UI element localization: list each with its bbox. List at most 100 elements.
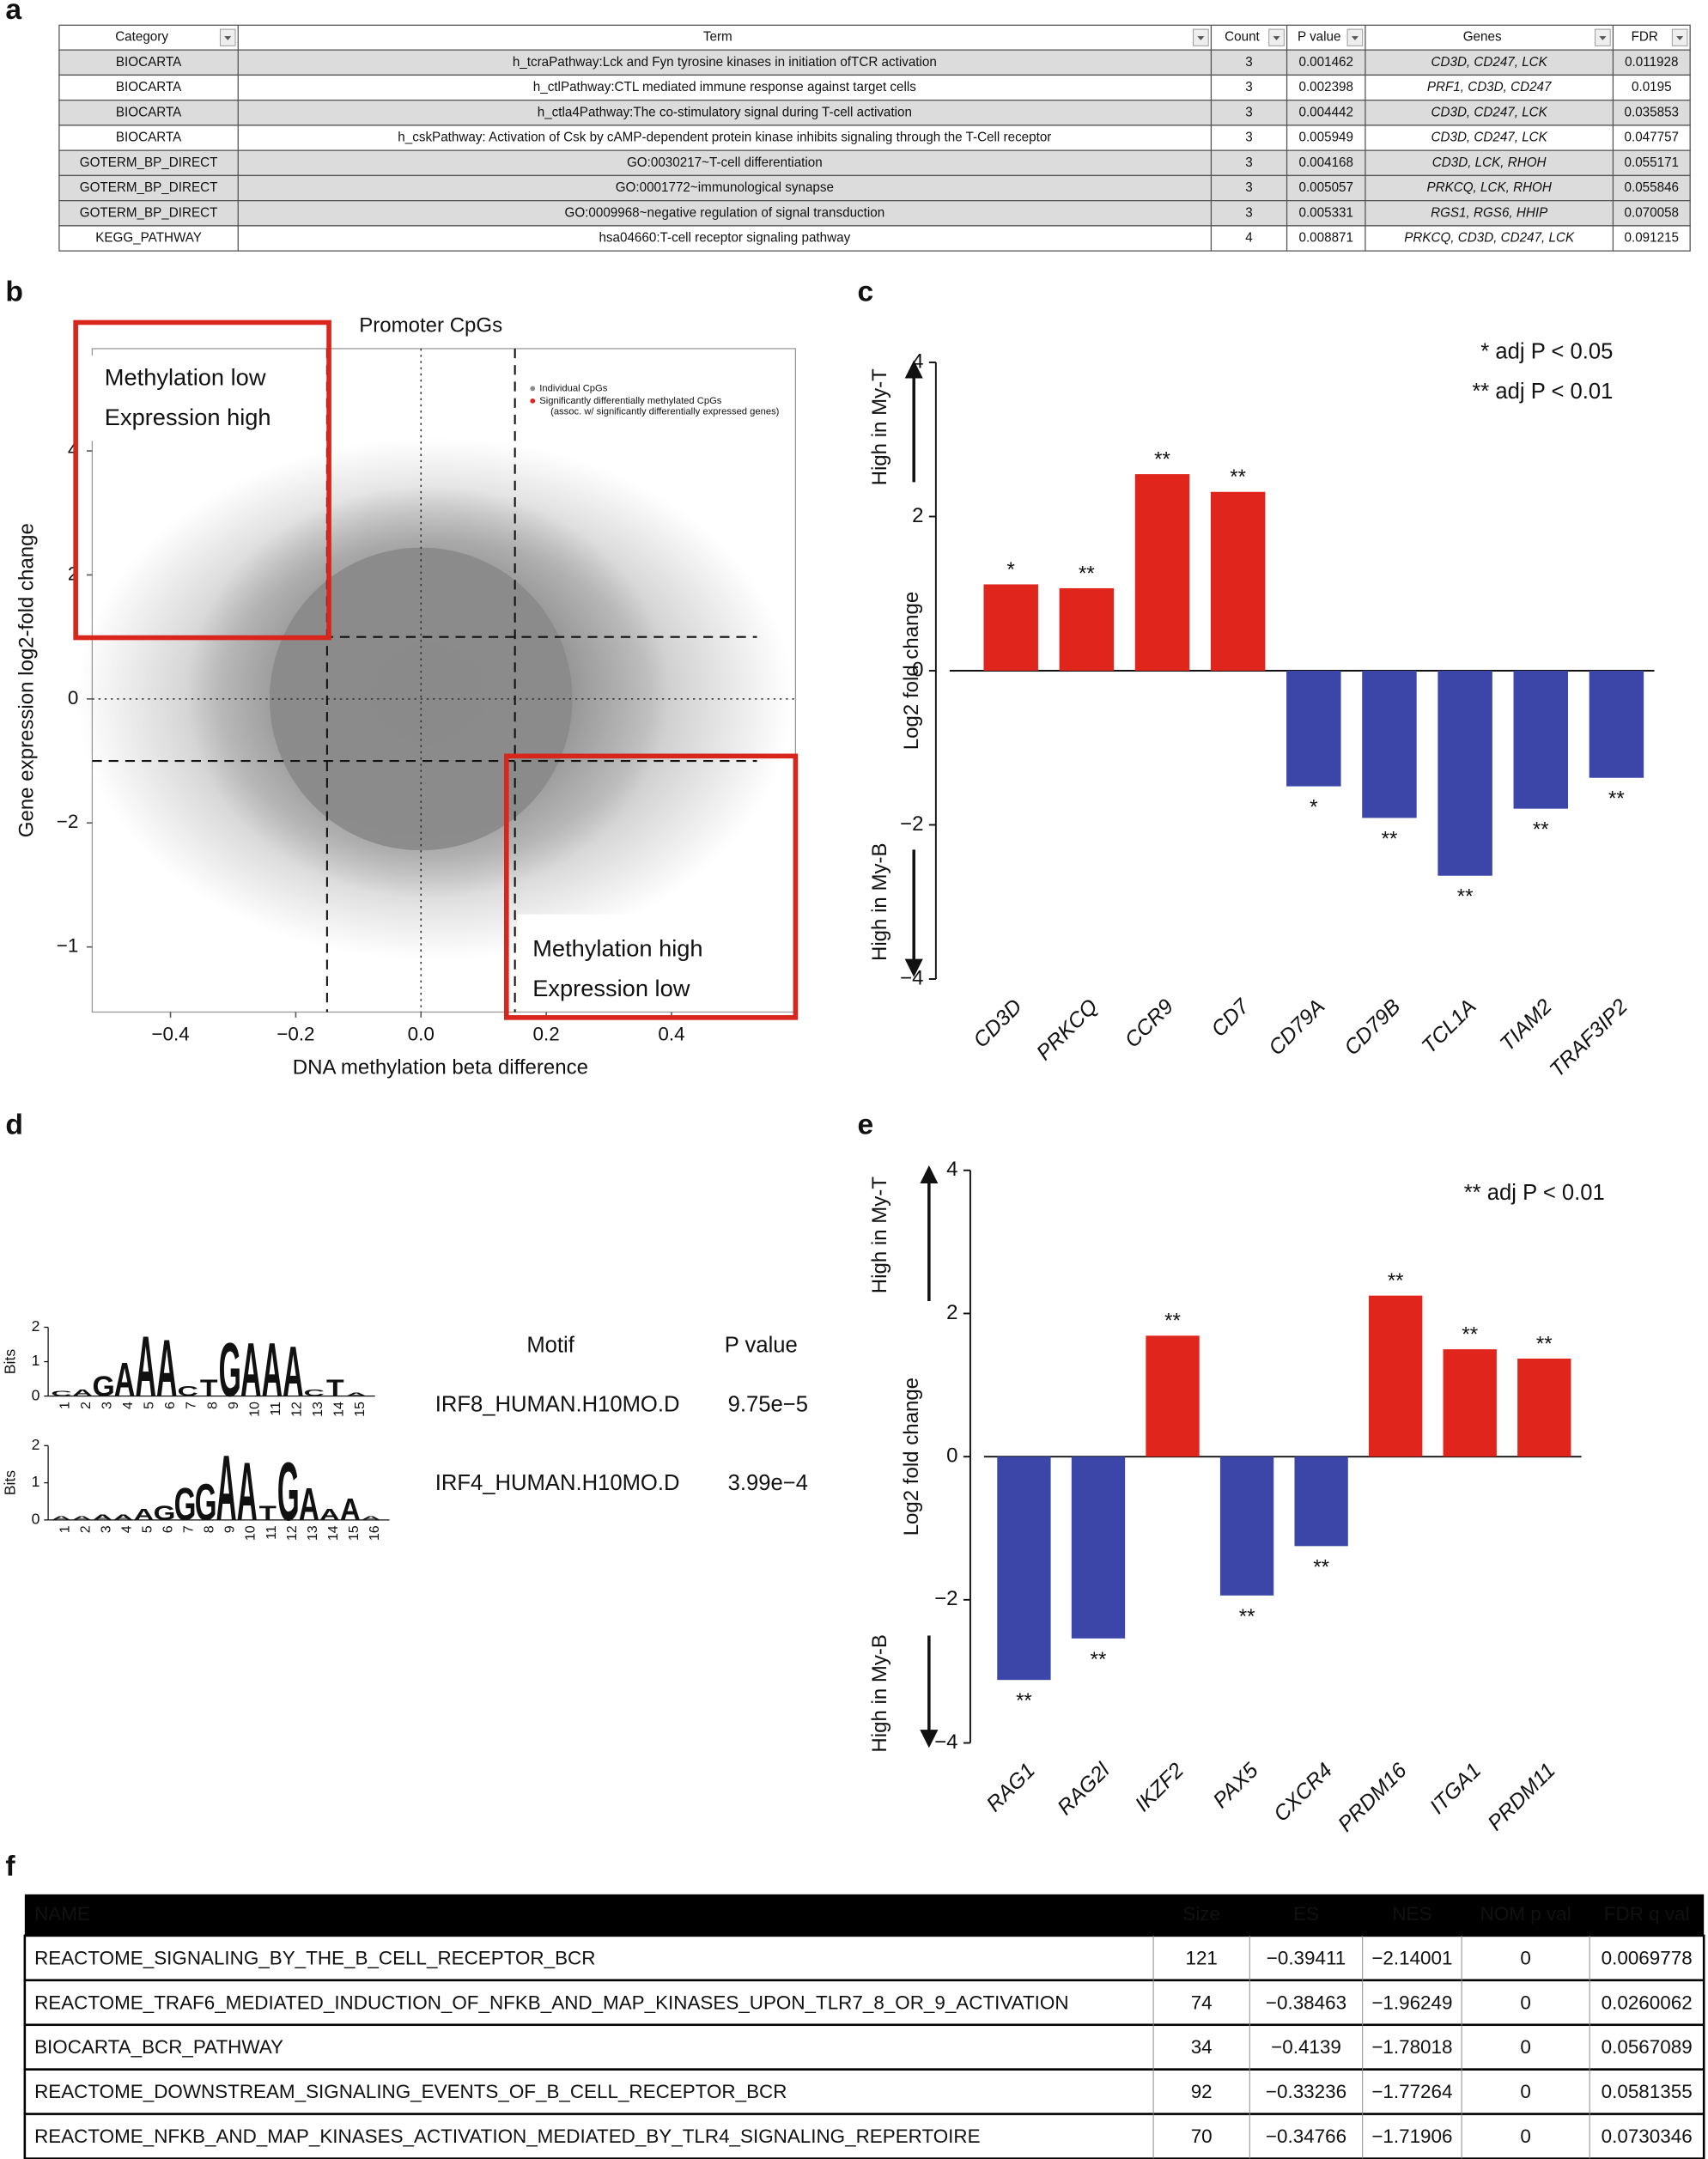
table-cell: 0 [1520,1947,1530,1968]
table-cell: 3 [1245,155,1252,170]
logo-letter: A [71,1516,92,1522]
logo-y-tick-label: 1 [32,1473,40,1490]
logo-letter: G [174,1477,197,1530]
legend-swatch [530,386,536,392]
table-cell: CD3D, CD247, LCK [1431,105,1548,119]
table-cell: 0.011928 [1625,55,1678,70]
table-cell: hsa04660:T-cell receptor signaling pathw… [599,231,850,246]
table-header-bg [24,1894,1705,1936]
column-header: FDR q val [1604,1903,1690,1925]
logo-letter: G [219,1328,241,1413]
highlight-box [504,753,799,1020]
x-tick-label: CD79A [1265,995,1330,1061]
y-tick-label: 0 [912,658,923,681]
significance-label: ** [1230,465,1246,489]
table-row-bg [58,225,1691,252]
x-tick-label: CD3D [969,995,1027,1053]
table-cell: 3 [1245,55,1252,70]
logo-letter: A [283,1332,303,1412]
table-cell: 0.001462 [1298,55,1352,70]
logo-position: 12 [289,1402,304,1417]
significance-label: ** [1091,1648,1107,1671]
table-cell: h_ctla4Pathway:The co-stimulatory signal… [538,105,912,119]
logo-position: 4 [119,1525,134,1533]
table-row-bg [58,49,1691,76]
logo-position: 3 [100,1402,115,1409]
column-header: NES [1392,1903,1431,1925]
x-tick-label: TRAF3IP2 [1546,995,1632,1082]
logo-position: 2 [77,1525,93,1533]
logo-y-tick-label: 0 [32,1511,40,1528]
logo-position: 1 [58,1402,73,1409]
y-tick-label: 0 [946,1444,957,1467]
column-header: P value [1298,30,1341,45]
significance-label: * [1007,558,1015,581]
bar [1059,587,1115,671]
table-cell: 0.055171 [1625,155,1679,170]
table-cell: CD3D, LCK, RHOH [1432,155,1547,170]
logo-position: 7 [181,1525,197,1533]
bar [1517,1358,1571,1457]
table-cell: 0 [1520,2081,1530,2102]
column-header: Category [115,30,168,45]
table-cell: −2.14001 [1371,1947,1452,1968]
motif-header: P value [725,1334,798,1358]
column-header: NOM p val [1480,1903,1571,1925]
logo-letter: A [51,1516,71,1522]
table-cell: 34 [1191,2036,1213,2058]
filter-arrow [1351,36,1358,40]
logo-letter: A [112,1513,133,1522]
panel-label: c [858,277,874,308]
x-tick-label: PRKCQ [1032,995,1103,1066]
logo-letter: G [277,1446,300,1538]
y-tick-label: 4 [946,1158,957,1181]
logo-position: 9 [222,1525,238,1533]
x-tick-label: PAX5 [1209,1759,1263,1813]
table-cell: −0.39411 [1267,1947,1346,1968]
logo-position: 13 [310,1402,325,1417]
significance-label: ** [1388,1269,1404,1292]
logo-letter: C [177,1384,198,1400]
bar [1146,1335,1200,1457]
table-cell: 0.055846 [1625,180,1679,195]
logo-letter: A [135,1318,155,1415]
logo-y-label: Bits [1,1349,18,1375]
logo-position: 9 [226,1402,241,1409]
bar [997,1457,1051,1681]
x-tick-label: IKZF2 [1131,1759,1188,1816]
legend-swatch [530,398,536,404]
logo-position: 6 [162,1402,178,1409]
table-cell: h_cskPathway: Activation of Csk by cAMP-… [398,131,1051,145]
significance-label: * [1310,796,1317,819]
y-tick-label: −2 [934,1587,957,1610]
significance-label: ** [1239,1605,1255,1628]
x-tick-label: CCR9 [1121,995,1178,1053]
significance-label: ** [1457,885,1474,909]
bar [1286,670,1341,787]
box-label: Methylation low [105,363,266,390]
logo-letter: A [92,1513,112,1522]
x-tick-label: 0.0 [408,1024,435,1045]
logo-letter: G [154,1502,176,1525]
annotation: * adj P < 0.05 [1480,340,1613,364]
logo-position: 11 [268,1402,283,1416]
filter-arrow [1197,36,1205,40]
logo-position: 16 [367,1525,382,1541]
table-row [23,2113,1705,2159]
bar [983,584,1038,671]
logo-letter: C [304,1388,325,1398]
table-cell: PRKCQ, CD3D, CD247, LCK [1404,231,1575,246]
direction-label: High in My-B [868,842,891,961]
x-tick-label: CD79B [1340,995,1406,1061]
logo-letter: A [240,1328,261,1413]
logo-y-tick-label: 1 [32,1352,40,1369]
table-cell: 0.0567089 [1602,2036,1693,2058]
column-header: FDR [1632,30,1658,45]
table-cell: BIOCARTA [116,55,182,70]
significance-label: ** [1536,1332,1553,1355]
highlight-box [73,319,331,641]
table-cell: REACTOME_TRAF6_MEDIATED_INDUCTION_OF_NFK… [34,1992,1068,2013]
chart-title: Promoter CpGs [359,314,502,338]
table-cell: BIOCARTA [116,105,182,119]
